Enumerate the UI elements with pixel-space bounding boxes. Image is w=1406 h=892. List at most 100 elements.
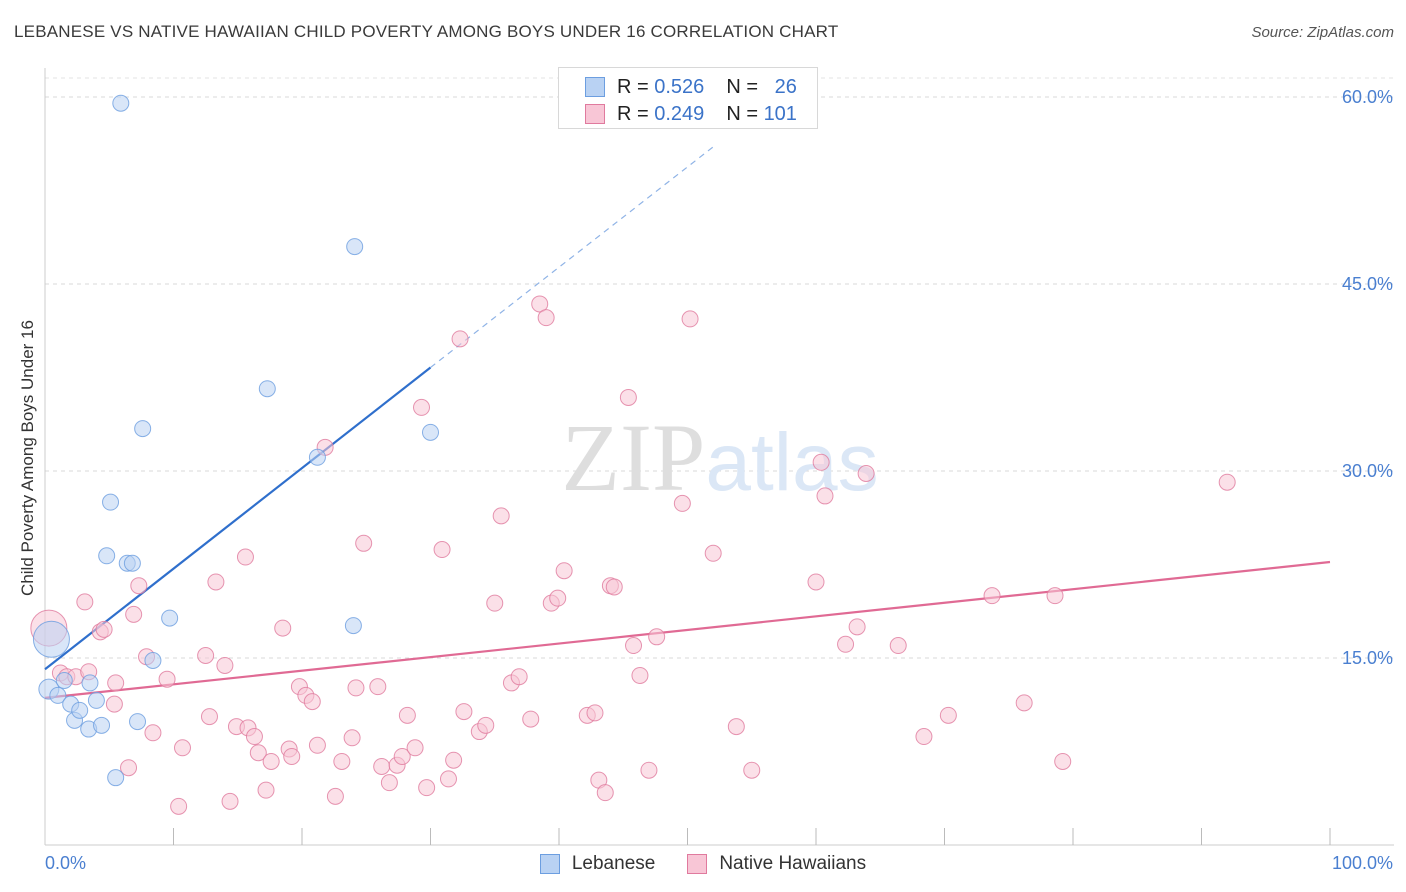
legend-label: Lebanese bbox=[571, 853, 656, 874]
trend-line-lebanese bbox=[44, 366, 432, 671]
x-tick-label: 100.0% bbox=[1332, 853, 1393, 873]
r-label: R = bbox=[617, 75, 649, 98]
n-value: 26 bbox=[774, 75, 797, 98]
data-point bbox=[216, 656, 234, 674]
data-point bbox=[1015, 694, 1033, 712]
data-point bbox=[81, 674, 99, 692]
watermark-atlas: atlas bbox=[705, 417, 878, 508]
data-point bbox=[455, 703, 473, 721]
data-point bbox=[393, 747, 411, 765]
native-hawaiians-swatch bbox=[687, 854, 708, 874]
data-point bbox=[49, 686, 67, 704]
data-point bbox=[537, 309, 555, 327]
data-point bbox=[492, 507, 510, 525]
r-value: 0.249 bbox=[654, 102, 705, 125]
data-point bbox=[889, 637, 907, 655]
correlation-legend: R = 0.526 N = 26 R = 0.249 N = 101 bbox=[558, 67, 818, 129]
legend-item-native-hawaiians[interactable]: Native Hawaiians bbox=[687, 853, 866, 875]
data-point bbox=[451, 330, 469, 348]
y-axis-label: Child Poverty Among Boys Under 16 bbox=[18, 320, 37, 596]
data-point bbox=[413, 398, 431, 416]
data-point bbox=[477, 716, 495, 734]
data-point bbox=[673, 494, 691, 512]
data-point bbox=[418, 779, 436, 797]
data-point bbox=[120, 759, 138, 777]
data-point bbox=[531, 295, 549, 313]
watermark-zip: ZIP bbox=[561, 404, 705, 511]
data-point bbox=[32, 620, 70, 658]
legend-item-lebanese[interactable]: Lebanese bbox=[539, 853, 656, 875]
gridlines bbox=[45, 77, 1394, 659]
data-point bbox=[249, 744, 267, 762]
data-point bbox=[258, 380, 276, 398]
data-point bbox=[170, 797, 188, 815]
data-point bbox=[274, 619, 292, 637]
data-point bbox=[112, 94, 130, 112]
data-point bbox=[197, 647, 215, 665]
data-point bbox=[939, 706, 957, 724]
data-point bbox=[619, 388, 637, 406]
x-tick-label: 0.0% bbox=[45, 853, 86, 873]
data-point bbox=[346, 238, 364, 256]
data-point bbox=[380, 774, 398, 792]
y-tick-label: 45.0% bbox=[1342, 274, 1393, 294]
y-tick-label: 15.0% bbox=[1342, 648, 1393, 668]
lebanese-swatch bbox=[585, 77, 605, 97]
series-native-hawaiians bbox=[30, 295, 1236, 815]
data-point bbox=[333, 752, 351, 770]
data-points bbox=[30, 94, 1236, 815]
data-point bbox=[355, 534, 373, 552]
data-point bbox=[55, 671, 73, 689]
data-point bbox=[631, 666, 649, 684]
data-point bbox=[303, 693, 321, 711]
n-label: N = bbox=[726, 75, 758, 98]
series-legend: Lebanese Native Hawaiians bbox=[0, 851, 1406, 877]
data-point bbox=[158, 670, 176, 688]
data-point bbox=[857, 464, 875, 482]
data-point bbox=[161, 609, 179, 627]
chart-source: Source: ZipAtlas.com bbox=[1251, 24, 1394, 41]
data-point bbox=[93, 716, 111, 734]
trend-line-native-hawaiians bbox=[44, 560, 1331, 699]
data-point bbox=[326, 787, 344, 805]
data-point bbox=[812, 453, 830, 471]
data-point bbox=[344, 617, 362, 635]
data-point bbox=[98, 547, 116, 565]
data-point bbox=[549, 589, 567, 607]
data-point bbox=[605, 578, 623, 596]
axes bbox=[44, 68, 1394, 846]
data-point bbox=[283, 747, 301, 765]
data-point bbox=[816, 487, 834, 505]
data-point bbox=[262, 752, 280, 770]
y-tick-label: 60.0% bbox=[1342, 87, 1393, 107]
data-point bbox=[555, 562, 573, 580]
data-point bbox=[129, 713, 147, 731]
data-point bbox=[486, 594, 504, 612]
data-point bbox=[406, 739, 424, 757]
data-point bbox=[347, 679, 365, 697]
tick-labels: 15.0% 30.0% 45.0% 60.0% 0.0% 100.0% bbox=[45, 87, 1393, 873]
data-point bbox=[236, 548, 254, 566]
data-point bbox=[522, 710, 540, 728]
data-point bbox=[398, 706, 416, 724]
data-point bbox=[130, 577, 148, 595]
data-point bbox=[681, 310, 699, 328]
r-value: 0.526 bbox=[654, 75, 705, 98]
lebanese-swatch bbox=[539, 854, 560, 874]
data-point bbox=[207, 573, 225, 591]
data-point bbox=[510, 668, 528, 686]
data-point bbox=[105, 695, 123, 713]
data-point bbox=[221, 792, 239, 810]
r-label: R = bbox=[617, 102, 649, 125]
data-point bbox=[983, 587, 1001, 605]
data-point bbox=[848, 618, 866, 636]
data-point bbox=[422, 423, 439, 441]
data-point bbox=[87, 691, 105, 709]
data-point bbox=[76, 593, 94, 611]
data-point bbox=[107, 674, 125, 692]
data-point bbox=[439, 770, 457, 788]
data-point bbox=[107, 769, 125, 787]
data-point bbox=[648, 628, 666, 646]
y-tick-label: 30.0% bbox=[1342, 461, 1393, 481]
